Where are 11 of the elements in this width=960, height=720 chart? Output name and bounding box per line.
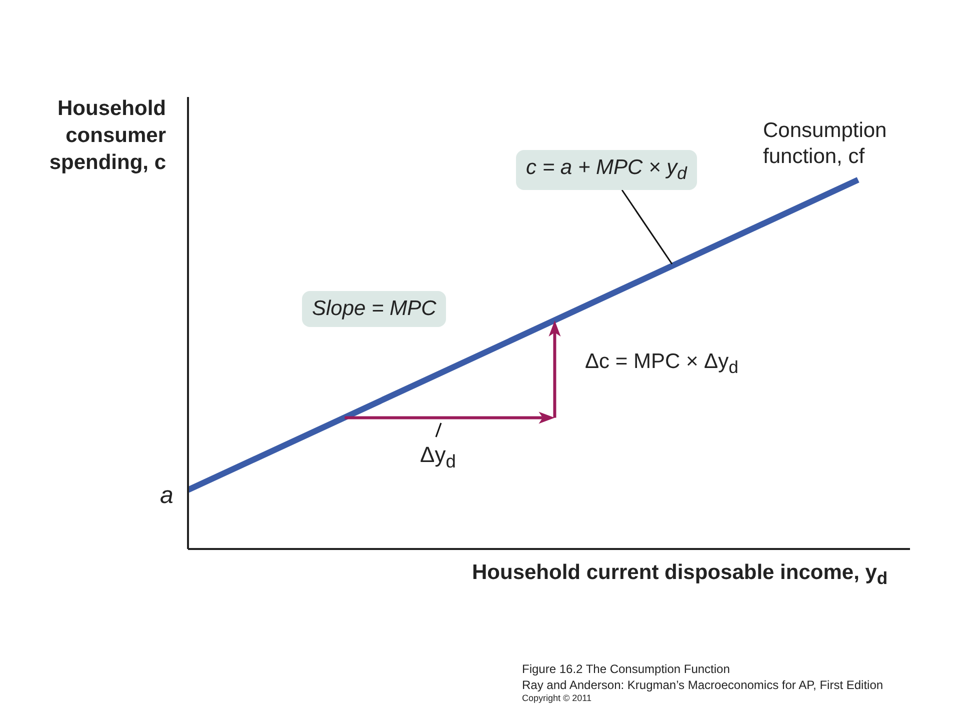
y-axis-title: Household consumer spending, c xyxy=(48,96,166,176)
x-axis-title: Household current disposable income, y$_{d}$ xyxy=(472,561,888,590)
text: Copyright © 2011 xyxy=(522,693,592,703)
series-label: Consumption function, cf xyxy=(763,118,888,170)
annotation: a xyxy=(160,482,174,510)
annotation: Slope = MPC xyxy=(302,291,446,327)
annotation: Δc = MPC × Δy$_{d}$ xyxy=(585,350,738,378)
text: Ray and Anderson: Krugman’s Macroeconomics for AP, First Edition xyxy=(522,678,884,692)
caption: Figure 16.2 The Consumption Function xyxy=(522,662,730,676)
annotation: Δy$_{d}$ xyxy=(420,442,456,472)
annotation: c = a + MPC × y$_{d}$ xyxy=(516,150,697,190)
